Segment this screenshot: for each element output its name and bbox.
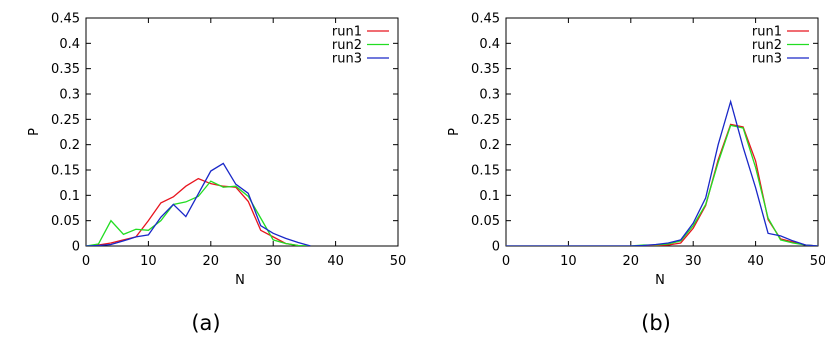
y-axis-label: P	[447, 128, 462, 136]
x-tick-label: 30	[685, 254, 702, 269]
x-tick-label: 50	[390, 254, 407, 269]
x-tick-label: 0	[82, 254, 90, 269]
series-line-run1	[506, 123, 818, 246]
plot-frame	[505, 17, 819, 247]
plot-frame	[85, 17, 399, 247]
x-tick-label: 10	[560, 254, 577, 269]
series-line-run2	[86, 180, 311, 246]
y-tick-label: 0.4	[59, 37, 80, 52]
panel-caption: (a)	[191, 311, 220, 335]
y-tick-label: 0.1	[59, 189, 80, 204]
y-tick-label: 0	[492, 240, 500, 255]
legend-label-run1: run1	[332, 25, 362, 40]
series-line-run1	[86, 177, 311, 246]
y-tick-label: 0.15	[471, 164, 500, 179]
series-line-run2	[506, 124, 818, 246]
series-line-run3	[86, 162, 311, 246]
y-tick-label: 0	[72, 240, 80, 255]
legend-label-run3: run3	[332, 52, 362, 67]
chart-panel-b: 0 0.05 0.1 0.15 0.2 0.25 0.3 0.35 0.4 0.45 0 10 20 30…	[447, 12, 825, 336]
x-tick-label: 20	[623, 254, 640, 269]
panel-caption: (b)	[641, 311, 671, 335]
y-tick-label: 0.3	[59, 88, 80, 103]
y-tick-label: 0.1	[479, 189, 500, 204]
x-axis-label: N	[235, 273, 245, 288]
legend-label-run1: run1	[752, 25, 782, 40]
chart-panel-a: 0 0.05 0.1 0.15 0.2 0.25 0.3 0.35 0.4 0.45 0 10 20 30…	[27, 12, 406, 336]
x-tick-label: 30	[265, 254, 282, 269]
y-tick-label: 0.35	[51, 62, 80, 77]
y-axis-label: P	[27, 128, 42, 136]
legend-label-run2: run2	[752, 38, 782, 53]
x-tick-label: 40	[327, 254, 344, 269]
x-tick-label: 20	[203, 254, 220, 269]
x-tick-label: 40	[747, 254, 764, 269]
x-axis-label: N	[655, 273, 665, 288]
y-tick-label: 0.05	[471, 214, 500, 229]
y-tick-label: 0.15	[51, 164, 80, 179]
series-line-run3	[506, 99, 818, 246]
y-tick-label: 0.25	[471, 113, 500, 128]
legend-label-run3: run3	[752, 52, 782, 67]
y-tick-label: 0.2	[59, 138, 80, 153]
x-tick-label: 10	[140, 254, 157, 269]
y-tick-label: 0.3	[479, 88, 500, 103]
y-tick-label: 0.35	[471, 62, 500, 77]
y-tick-label: 0.2	[479, 138, 500, 153]
y-tick-label: 0.4	[479, 37, 500, 52]
x-tick-label: 0	[502, 254, 510, 269]
legend-label-run2: run2	[332, 38, 362, 53]
y-tick-label: 0.05	[51, 214, 80, 229]
y-tick-label: 0.45	[51, 12, 80, 27]
y-tick-label: 0.45	[471, 12, 500, 27]
x-tick-label: 50	[810, 254, 825, 269]
y-tick-label: 0.25	[51, 113, 80, 128]
